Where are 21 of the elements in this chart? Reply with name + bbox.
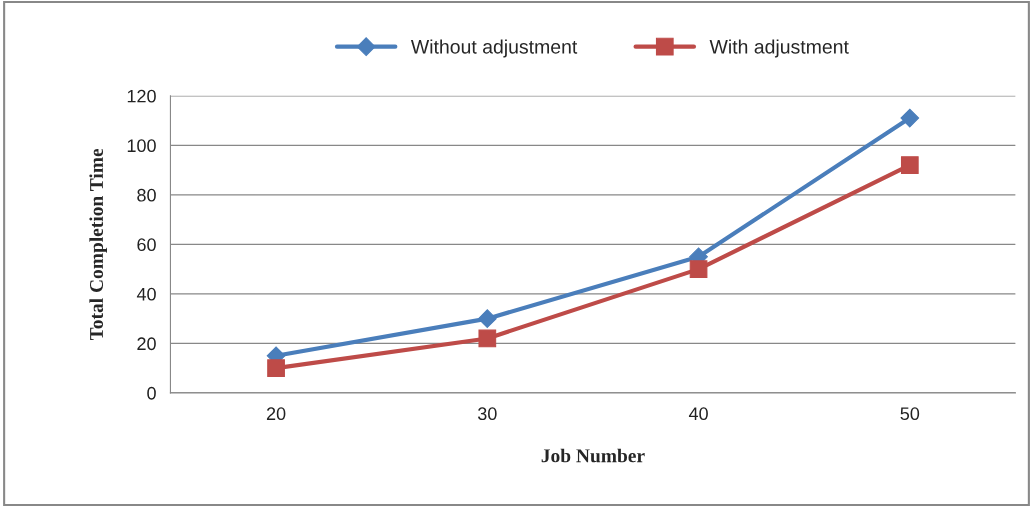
y-tick-label: 60 xyxy=(137,238,156,252)
point xyxy=(900,156,919,174)
point xyxy=(900,108,920,128)
point xyxy=(689,260,708,278)
legend-label: With adjustment xyxy=(709,39,849,58)
point xyxy=(477,309,497,329)
y-tick-label: 80 xyxy=(137,188,156,202)
y-axis-title: Total Completion Time xyxy=(89,148,107,341)
y-tick-label: 0 xyxy=(147,386,156,400)
x-tick-label: 40 xyxy=(688,407,708,421)
y-tick-label: 40 xyxy=(136,287,156,301)
point xyxy=(478,329,497,348)
x-axis-title: Job Number xyxy=(541,448,645,463)
x-tick-label: 20 xyxy=(266,407,286,421)
y-tick-label: 120 xyxy=(127,89,156,103)
legend-label: Without adjustment xyxy=(410,39,578,58)
point xyxy=(267,359,285,378)
y-tick-label: 20 xyxy=(137,337,156,351)
x-tick-label: 50 xyxy=(900,407,920,421)
y-tick-label: 100 xyxy=(127,139,156,153)
x-tick-label: 30 xyxy=(477,407,497,421)
